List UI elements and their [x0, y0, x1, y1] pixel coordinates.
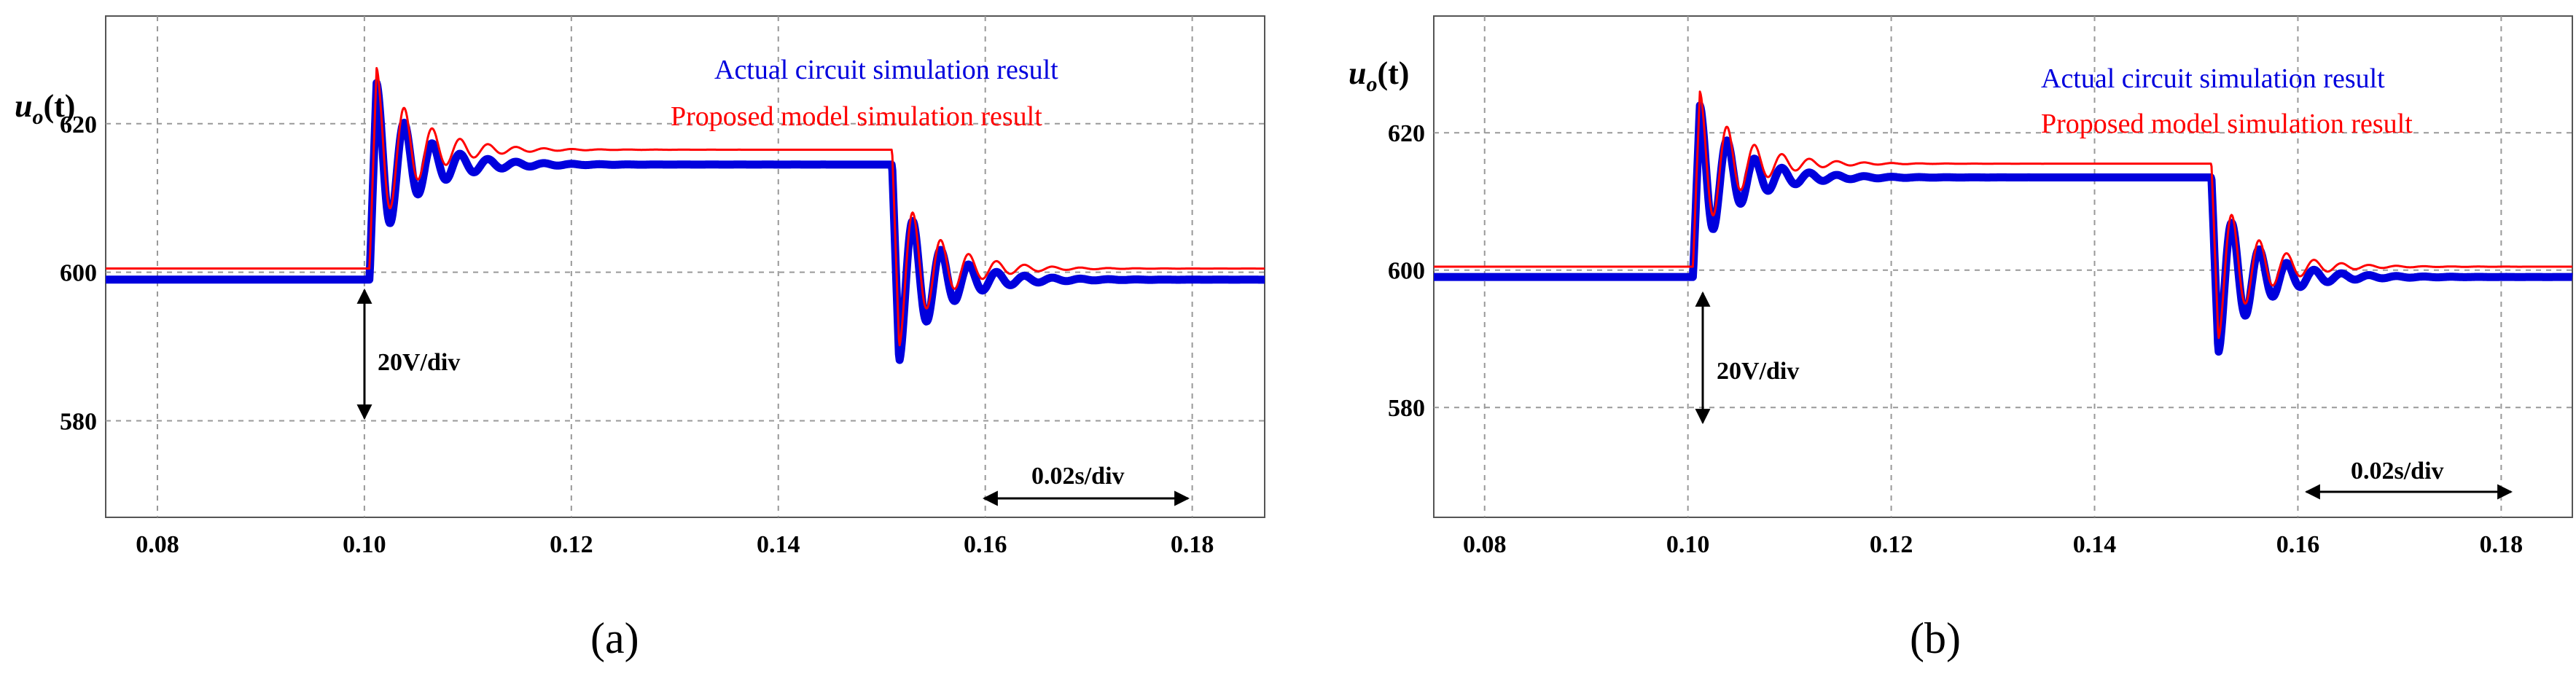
y-axis-title-b: uo(t) [1349, 55, 1409, 96]
series-group-a [102, 67, 1268, 364]
x-tick-label-b: 0.10 [1666, 531, 1710, 558]
y-tick-label-b: 620 [1388, 120, 1425, 147]
time-div-label-b: 0.02s/div [2351, 458, 2444, 485]
series-proposed-line-b [1433, 90, 2573, 340]
y-tick-label-a: 580 [60, 408, 97, 435]
legend-entry-proposed-a: Proposed model simulation result [671, 101, 1042, 132]
x-tick-label-a: 0.16 [964, 531, 1007, 558]
series-proposed-line-a [105, 67, 1265, 347]
legend-entry-actual-a: Actual circuit simulation result [714, 55, 1058, 85]
x-tick-label-b: 0.08 [1463, 531, 1507, 558]
x-tick-label-a: 0.18 [1171, 531, 1214, 558]
voltage-div-label-b: 20V/div [1717, 358, 1799, 385]
voltage-div-label-a: 20V/div [378, 349, 460, 376]
panel-label-a: (a) [590, 614, 639, 662]
x-tick-label-a: 0.14 [757, 531, 800, 558]
panel-a: 580 600 620 0.08 0.10 0.12 0.14 0.16 0.18 uo(t)… [15, 15, 1268, 662]
grid-a [106, 16, 1265, 517]
y-tick-label-b: 600 [1388, 258, 1425, 285]
x-tick-label-a: 0.10 [343, 531, 386, 558]
legend-entry-actual-b: Actual circuit simulation result [2041, 63, 2385, 94]
y-axis-title-a: uo(t) [15, 88, 75, 129]
series-group-b [1430, 90, 2576, 356]
x-tick-label-b: 0.12 [1870, 531, 1913, 558]
y-ticks-a: 580 600 620 [60, 111, 97, 436]
time-div-label-a: 0.02s/div [1031, 463, 1125, 490]
plot-frame-a [105, 15, 1265, 518]
x-tick-label-b: 0.14 [2073, 531, 2117, 558]
panel-label-b: (b) [1910, 614, 1961, 662]
grid-b [1434, 16, 2572, 517]
x-tick-label-b: 0.18 [2480, 531, 2524, 558]
y-tick-label-a: 620 [60, 111, 97, 138]
series-actual-line-a [102, 79, 1268, 364]
x-tick-label-a: 0.08 [136, 531, 179, 558]
y-ticks-b: 580 600 620 [1388, 120, 1425, 422]
x-ticks-a: 0.08 0.10 0.12 0.14 0.16 0.18 [136, 531, 1214, 558]
x-ticks-b: 0.08 0.10 0.12 0.14 0.16 0.18 [1463, 531, 2523, 558]
legend-entry-proposed-b: Proposed model simulation result [2041, 109, 2413, 139]
y-tick-label-b: 580 [1388, 395, 1425, 422]
panel-b: 580 600 620 0.08 0.10 0.12 0.14 0.16 0.18 uo(t)… [1349, 15, 2576, 662]
x-tick-label-a: 0.12 [550, 531, 593, 558]
x-tick-label-b: 0.16 [2276, 531, 2320, 558]
series-actual-line-b [1430, 101, 2576, 356]
y-tick-label-a: 600 [60, 260, 97, 287]
